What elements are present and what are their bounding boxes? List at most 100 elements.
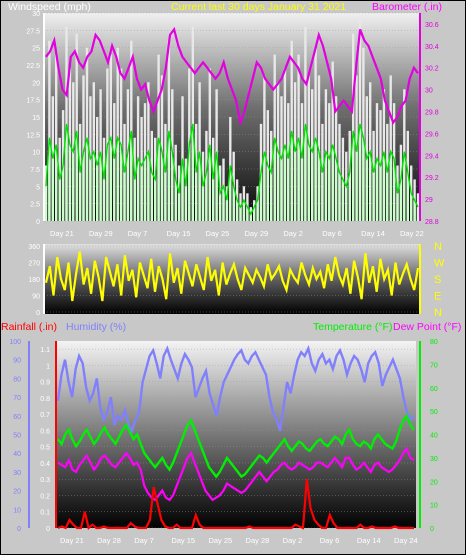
bottom-xtick-8: Day 14	[357, 536, 381, 545]
temp-tick-7: 70	[430, 362, 438, 369]
compass-label-1: W	[434, 258, 445, 270]
rain-tick-10: 1	[46, 363, 50, 370]
wind-tick-3: 7.5	[30, 167, 40, 174]
temp-tick-0: 0	[430, 526, 434, 533]
rainfall-axis-label: Rainfall (.in)	[1, 321, 58, 333]
baro-tick-5: 29.8	[425, 110, 439, 117]
wind-tick-9: 22.5	[26, 63, 40, 70]
barometer-line	[45, 26, 419, 127]
wind-tick-0: 0	[36, 219, 40, 226]
bottom-xtick-3: Day 15	[171, 536, 195, 545]
humidity-line	[56, 344, 415, 434]
temp-tick-3: 30	[430, 456, 438, 463]
dir-tick-2: 180	[28, 277, 40, 284]
top-xtick-2: Day 7	[128, 229, 148, 238]
humid-tick-6: 60	[13, 414, 21, 421]
top-xtick-3: Day 15	[167, 229, 191, 238]
top-xtick-4: Day 25	[206, 229, 230, 238]
humid-tick-9: 90	[13, 358, 21, 365]
humid-tick-3: 30	[13, 470, 21, 477]
rain-tick-0: 0	[46, 526, 50, 533]
rain-tick-8: 0.8	[40, 396, 50, 403]
baro-axis-label: Barometer (.in)	[372, 1, 443, 13]
chart-title: Current last 30 days January 31 2021	[171, 1, 347, 13]
humid-tick-1: 10	[13, 507, 21, 514]
wind-tick-12: 30	[32, 11, 40, 18]
bottom-xtick-1: Day 28	[97, 536, 121, 545]
rain-tick-3: 0.3	[40, 477, 50, 484]
wind-axis-label: Windspeed (mph)	[8, 1, 91, 13]
rain-tick-5: 0.5	[40, 445, 50, 452]
baro-tick-2: 29.2	[425, 175, 439, 182]
top-xtick-7: Day 6	[322, 229, 342, 238]
top-xtick-1: Day 29	[89, 229, 113, 238]
baro-tick-7: 30.2	[425, 66, 439, 73]
temp-tick-2: 20	[430, 479, 438, 486]
temp-tick-4: 40	[430, 433, 438, 440]
baro-tick-4: 29.6	[425, 131, 439, 138]
temperature-line	[57, 413, 415, 479]
bottom-xtick-2: Day 7	[134, 536, 154, 545]
rain-humid-temp-plot-bg	[56, 341, 416, 528]
humid-tick-7: 70	[13, 395, 21, 402]
rain-tick-9: 0.9	[40, 380, 50, 387]
bottom-xtick-9: Day 24	[394, 536, 418, 545]
temp-tick-1: 10	[430, 503, 438, 510]
dewpoint-line	[57, 446, 415, 502]
wind-direction-line	[44, 251, 420, 302]
compass-label-4: N	[434, 307, 442, 319]
rain-tick-2: 0.2	[40, 493, 50, 500]
wind-tick-6: 15	[32, 115, 40, 122]
wind-tick-11: 27.5	[26, 28, 40, 35]
rain-tick-6: 0.6	[40, 428, 50, 435]
humidity-axis-label: Humidity (%)	[66, 321, 127, 333]
humid-tick-2: 20	[13, 489, 21, 496]
rainfall-line	[57, 479, 414, 531]
baro-tick-6: 30	[425, 88, 433, 95]
top-xtick-8: Day 14	[361, 229, 385, 238]
compass-label-2: S	[434, 274, 441, 286]
wind-tick-1: 2.5	[30, 202, 40, 209]
humid-tick-8: 80	[13, 376, 21, 383]
wind-tick-8: 20	[32, 80, 40, 87]
compass-label-0: N	[434, 241, 442, 253]
dir-tick-3: 90	[32, 294, 40, 301]
wind-tick-5: 12.5	[26, 132, 40, 139]
humid-tick-0: 0	[17, 526, 21, 533]
wind-avg-line	[45, 123, 419, 216]
dir-tick-0: 360	[28, 244, 40, 251]
bottom-xtick-7: Day 6	[320, 536, 340, 545]
rain-tick-1: 0.1	[40, 510, 50, 517]
wind-tick-7: 17.5	[26, 98, 40, 105]
rain-tick-11: 1.1	[40, 347, 50, 354]
baro-tick-0: 28.8	[425, 219, 439, 226]
baro-tick-1: 29	[425, 197, 433, 204]
bottom-xtick-6: Day 2	[283, 536, 303, 545]
humid-tick-10: 100	[9, 339, 21, 346]
temp-tick-5: 50	[430, 409, 438, 416]
wind-tick-10: 25	[32, 46, 40, 53]
bottom-xtick-5: Day 28	[246, 536, 270, 545]
rain-tick-7: 0.7	[40, 412, 50, 419]
compass-label-3: E	[434, 291, 441, 303]
humid-tick-5: 50	[13, 433, 21, 440]
baro-tick-8: 30.4	[425, 44, 439, 51]
bottom-xtick-4: Day 25	[208, 536, 232, 545]
temp-tick-8: 80	[430, 339, 438, 346]
wind-tick-4: 10	[32, 150, 40, 157]
dir-tick-1: 270	[28, 261, 40, 268]
bottom-xtick-0: Day 21	[60, 536, 84, 545]
wind-tick-2: 5	[36, 184, 40, 191]
rain-tick-4: 0.4	[40, 461, 50, 468]
temperature-axis-label: Temperature (°F)	[313, 321, 393, 333]
top-xtick-0: Day 21	[50, 229, 74, 238]
top-xtick-5: Day 29	[244, 229, 268, 238]
baro-tick-9: 30.6	[425, 22, 439, 29]
top-xtick-9: Day 22	[400, 229, 424, 238]
top-xtick-6: Day 2	[283, 229, 303, 238]
humid-tick-4: 40	[13, 451, 21, 458]
dewpoint-axis-label: Dew Point (°F)	[393, 321, 462, 333]
dir-tick-4: 0	[36, 310, 40, 317]
temp-tick-6: 60	[430, 386, 438, 393]
